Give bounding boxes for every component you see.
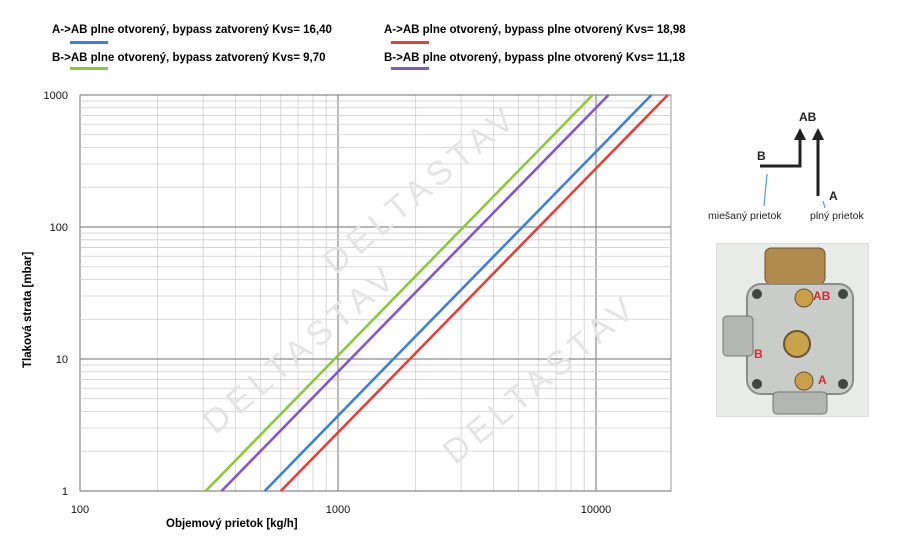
series-line-1 (263, 94, 653, 492)
diagram-port-a: A (829, 189, 838, 203)
legend-swatch-a-ab-bypass-closed (70, 41, 108, 44)
y-tick-label: 1000 (44, 90, 68, 102)
x-tick-label: 1000 (326, 504, 350, 516)
diagram-full-flow-label: plný prietok (810, 210, 864, 222)
photo-label-a: A (818, 373, 827, 387)
x-axis-title: Objemový prietok [kg/h] (166, 518, 298, 530)
valve-illustration (717, 244, 868, 416)
legend-label-b-ab-bypass-open: B->AB plne otvorený, bypass plne otvoren… (384, 52, 686, 64)
photo-label-ab: AB (813, 289, 831, 303)
y-axis-title: Tlaková strata [mbar] (22, 251, 34, 368)
legend-label-b-ab-bypass-closed: B->AB plne otvorený, bypass zatvorený Kv… (52, 52, 326, 64)
legend-swatch-a-ab-bypass-open (391, 41, 429, 44)
y-tick-label: 10 (56, 354, 68, 366)
legend-label-a-ab-bypass-open: A->AB plne otvorený, bypass plne otvoren… (384, 24, 686, 36)
chart-series (204, 94, 669, 492)
series-line-4 (220, 94, 610, 492)
x-tick-label: 10000 (581, 504, 612, 516)
chart-ticks: 100 1000 10000 1 10 100 1000 (44, 90, 612, 516)
legend-swatch-b-ab-bypass-open (391, 67, 429, 70)
y-tick-label: 1 (62, 486, 68, 498)
valve-photo: AB B A (716, 243, 869, 417)
legend-swatch-b-ab-bypass-closed (70, 67, 108, 70)
photo-label-b: B (754, 347, 763, 361)
y-tick-label: 100 (50, 222, 68, 234)
diagram-port-b: B (757, 149, 766, 163)
legend-label-a-ab-bypass-closed: A->AB plne otvorený, bypass zatvorený Kv… (52, 24, 332, 36)
flow-diagram (760, 128, 826, 209)
series-line-2 (279, 94, 669, 492)
series-line-3 (204, 94, 594, 492)
diagram-mixed-flow-label: miešaný prietok (708, 210, 782, 222)
chart-grid (79, 94, 672, 492)
x-tick-label: 100 (71, 504, 89, 516)
diagram-port-ab: AB (799, 110, 817, 124)
